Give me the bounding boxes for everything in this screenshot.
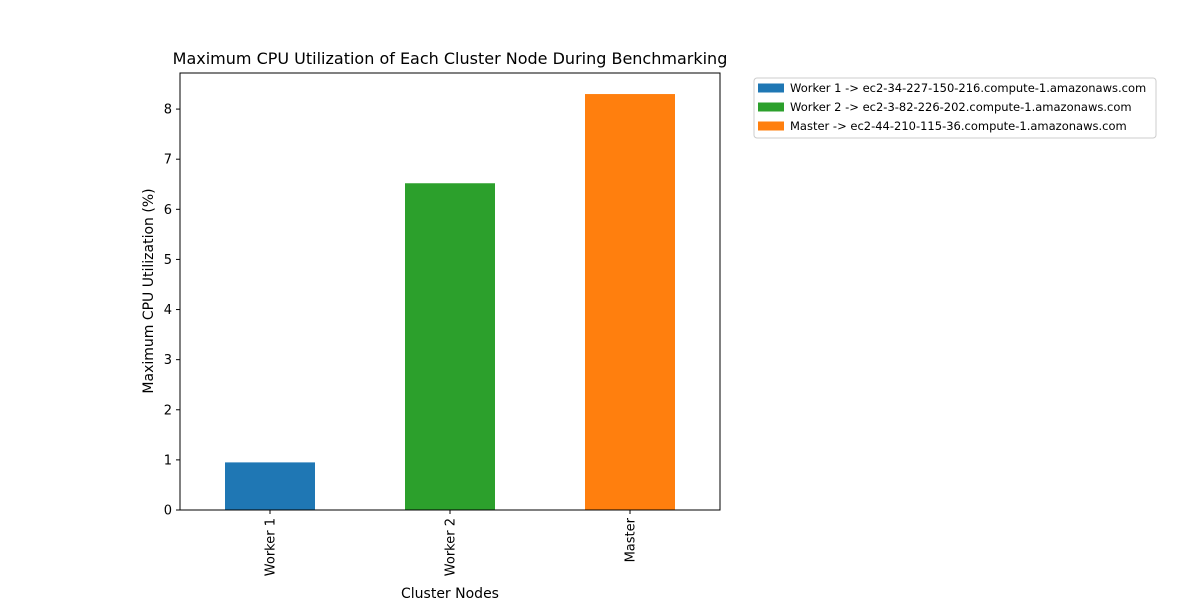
y-tick-label: 6 <box>164 203 172 218</box>
y-tick-label: 4 <box>164 303 172 318</box>
legend-swatch <box>758 83 784 93</box>
legend-label: Worker 2 -> ec2-3-82-226-202.compute-1.a… <box>790 100 1132 114</box>
legend-frame <box>753 77 1157 139</box>
plot-area <box>225 94 675 511</box>
x-axis-label: Cluster Nodes <box>401 586 499 600</box>
bar-worker-2 <box>405 183 495 510</box>
y-tick-label: 0 <box>164 504 172 519</box>
y-tick-label: 7 <box>164 153 172 168</box>
y-tick-label: 1 <box>164 453 172 468</box>
legend: Worker 1 -> ec2-34-227-150-216.compute-1… <box>753 77 1157 139</box>
y-axis-label: Maximum CPU Utilization (%) <box>141 188 157 393</box>
x-axis: Worker 1 Worker 2 Master <box>264 510 639 576</box>
legend-swatch <box>758 121 784 131</box>
y-tick-label: 8 <box>164 103 172 118</box>
x-tick-label: Worker 1 <box>264 518 279 576</box>
y-tick-label: 2 <box>164 403 172 418</box>
x-tick-label: Worker 2 <box>444 518 459 576</box>
chart-title: Maximum CPU Utilization of Each Cluster … <box>173 49 728 68</box>
x-tick-label: Master <box>624 517 639 562</box>
legend-label: Worker 1 -> ec2-34-227-150-216.compute-1… <box>790 81 1146 95</box>
y-tick-label: 3 <box>164 353 172 368</box>
bar-master <box>585 94 675 511</box>
legend-label: Master -> ec2-44-210-115-36.compute-1.am… <box>790 119 1127 133</box>
y-axis: 0 1 2 3 4 5 6 7 8 <box>164 103 180 519</box>
y-tick-label: 5 <box>164 253 172 268</box>
legend-swatch <box>758 102 784 112</box>
bar-worker-1 <box>225 462 315 510</box>
